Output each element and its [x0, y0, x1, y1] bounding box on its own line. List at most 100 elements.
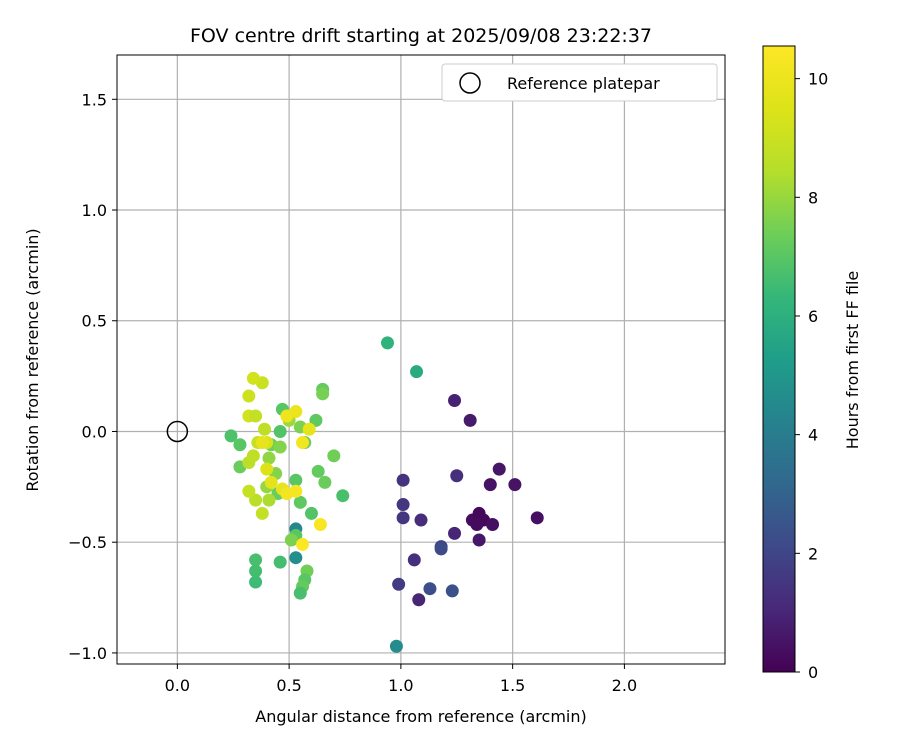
chart-title: FOV centre drift starting at 2025/09/08 … — [190, 25, 652, 47]
scatter-point — [316, 387, 330, 401]
scatter-point — [396, 498, 410, 512]
scatter-point — [258, 422, 272, 436]
x-axis-label: Angular distance from reference (arcmin) — [255, 707, 586, 726]
y-axis-ticks: −1.0 −0.5 0.0 0.5 1.0 1.5 — [68, 90, 117, 663]
scatter-point — [414, 513, 428, 527]
scatter-point — [262, 493, 276, 507]
scatter-point — [246, 449, 260, 463]
scatter-point — [293, 495, 307, 509]
y-axis-label: Rotation from reference (arcmin) — [23, 228, 42, 491]
colorbar-label: Hours from first FF file — [843, 271, 862, 450]
colorbar-ticks: 0 2 4 6 8 10 — [795, 70, 828, 682]
scatter-point — [389, 639, 403, 653]
scatter-point — [396, 511, 410, 525]
scatter-point — [255, 436, 269, 450]
scatter-point — [302, 422, 316, 436]
scatter-point — [508, 478, 522, 492]
scatter-point — [249, 575, 263, 589]
legend-label: Reference platepar — [507, 74, 660, 93]
scatter-point — [249, 493, 263, 507]
scatter-point — [273, 424, 287, 438]
scatter-point — [423, 582, 437, 596]
y-tick-label: −0.5 — [68, 533, 107, 552]
scatter-point — [412, 593, 426, 607]
colorbar-tick-label: 6 — [808, 307, 818, 326]
scatter-point — [313, 517, 327, 531]
scatter-point — [233, 438, 247, 452]
colorbar-tick-label: 4 — [808, 426, 818, 445]
scatter-point — [450, 469, 464, 483]
scatter-point — [470, 517, 484, 531]
scatter-point — [289, 473, 303, 487]
scatter-point — [309, 413, 323, 427]
scatter-point — [242, 484, 256, 498]
colorbar: 0 2 4 6 8 10 Hours from first FF file — [762, 45, 862, 682]
legend-box — [441, 63, 718, 102]
scatter-point — [296, 436, 310, 450]
scatter-point — [483, 478, 497, 492]
x-tick-label: 1.5 — [500, 676, 525, 695]
reference-platepar-point — [166, 420, 189, 443]
scatter-point — [486, 517, 500, 531]
scatter-point — [434, 542, 448, 556]
colorbar-tick-label: 2 — [808, 544, 818, 563]
colorbar-frame — [762, 45, 796, 673]
scatter-point — [448, 526, 462, 540]
legend-marker-icon — [459, 72, 481, 94]
scatter-point — [249, 409, 263, 423]
scatter-point — [273, 555, 287, 569]
grid-lines — [117, 55, 725, 664]
scatter-point — [262, 451, 276, 465]
scatter-point — [264, 475, 278, 489]
data-points — [224, 336, 544, 653]
scatter-point — [289, 405, 303, 419]
colorbar-gradient — [763, 46, 795, 672]
x-axis-ticks: 0.0 0.5 1.0 1.5 2.0 — [165, 664, 637, 695]
x-tick-label: 0.5 — [276, 676, 301, 695]
scatter-point — [492, 462, 506, 476]
x-tick-label: 1.0 — [388, 676, 413, 695]
scatter-point — [289, 551, 303, 565]
scatter-point — [304, 506, 318, 520]
scatter-point — [246, 371, 260, 385]
scatter-point — [249, 553, 263, 567]
scatter-point — [311, 464, 325, 478]
scatter-point — [255, 506, 269, 520]
reference-marker — [166, 420, 189, 443]
y-tick-label: 0.0 — [82, 422, 107, 441]
scatter-point — [336, 489, 350, 503]
y-tick-label: 1.0 — [82, 201, 107, 220]
scatter-point — [296, 537, 310, 551]
scatter-point — [530, 511, 544, 525]
scatter-point — [293, 586, 307, 600]
scatter-point — [242, 389, 256, 403]
scatter-point — [224, 429, 238, 443]
scatter-point — [410, 365, 424, 379]
scatter-point — [327, 449, 341, 463]
colorbar-tick-label: 0 — [808, 663, 818, 682]
x-tick-label: 2.0 — [612, 676, 637, 695]
plot-frame — [116, 54, 726, 665]
scatter-point — [448, 393, 462, 407]
scatter-point — [249, 564, 263, 578]
colorbar-tick-label: 8 — [808, 188, 818, 207]
scatter-point — [392, 577, 406, 591]
scatter-point — [318, 475, 332, 489]
legend: Reference platepar — [441, 63, 718, 102]
scatter-point — [407, 553, 421, 567]
scatter-point — [396, 473, 410, 487]
scatter-point — [260, 462, 274, 476]
colorbar-tick-label: 10 — [808, 70, 828, 89]
scatter-point — [273, 440, 287, 454]
scatter-point — [472, 533, 486, 547]
y-tick-label: 0.5 — [82, 312, 107, 331]
scatter-point — [445, 584, 459, 598]
y-tick-label: −1.0 — [68, 644, 107, 663]
y-tick-label: 1.5 — [82, 90, 107, 109]
scatter-point — [284, 533, 298, 547]
scatter-point — [380, 336, 394, 350]
scatter-point — [289, 484, 303, 498]
scatter-point — [463, 413, 477, 427]
x-tick-label: 0.0 — [165, 676, 190, 695]
